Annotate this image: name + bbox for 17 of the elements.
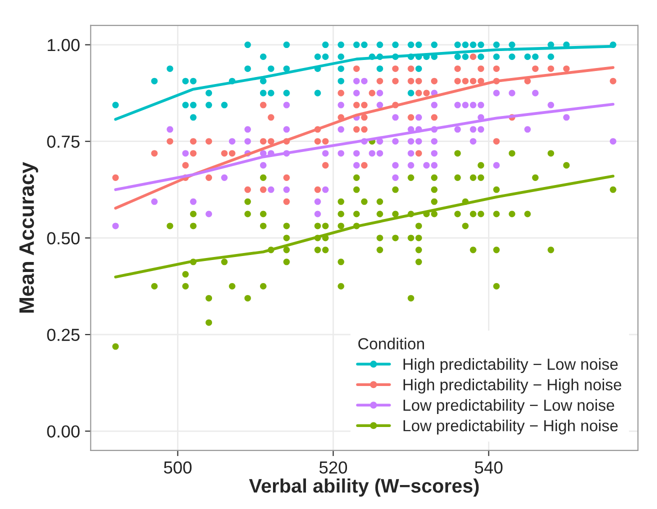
- x-tick-label: 540: [474, 461, 502, 474]
- legend-label: High predictability − High noise: [404, 378, 622, 394]
- y-axis-title: Mean Accuracy: [19, 162, 38, 313]
- x-axis-title: Verbal ability (W−scores): [249, 478, 479, 497]
- x-tick-label: 520: [319, 461, 348, 474]
- y-tick-label: 0.75: [47, 136, 80, 148]
- y-tick-label: 0.50: [47, 232, 80, 244]
- y-tick-label: 1.00: [48, 38, 80, 52]
- y-tick-label: 0.00: [47, 425, 80, 438]
- line-series: [114, 174, 614, 278]
- legend-title: Condition: [358, 338, 424, 350]
- legend-label: Low predictability − Low noise: [404, 399, 614, 414]
- line-series: [114, 102, 614, 192]
- y-tick-label: 0.25: [47, 328, 80, 342]
- x-tick-label: 500: [164, 461, 192, 474]
- legend-label: Low predictability − High noise: [404, 420, 618, 434]
- legend-label: High predictability − Low noise: [404, 358, 618, 374]
